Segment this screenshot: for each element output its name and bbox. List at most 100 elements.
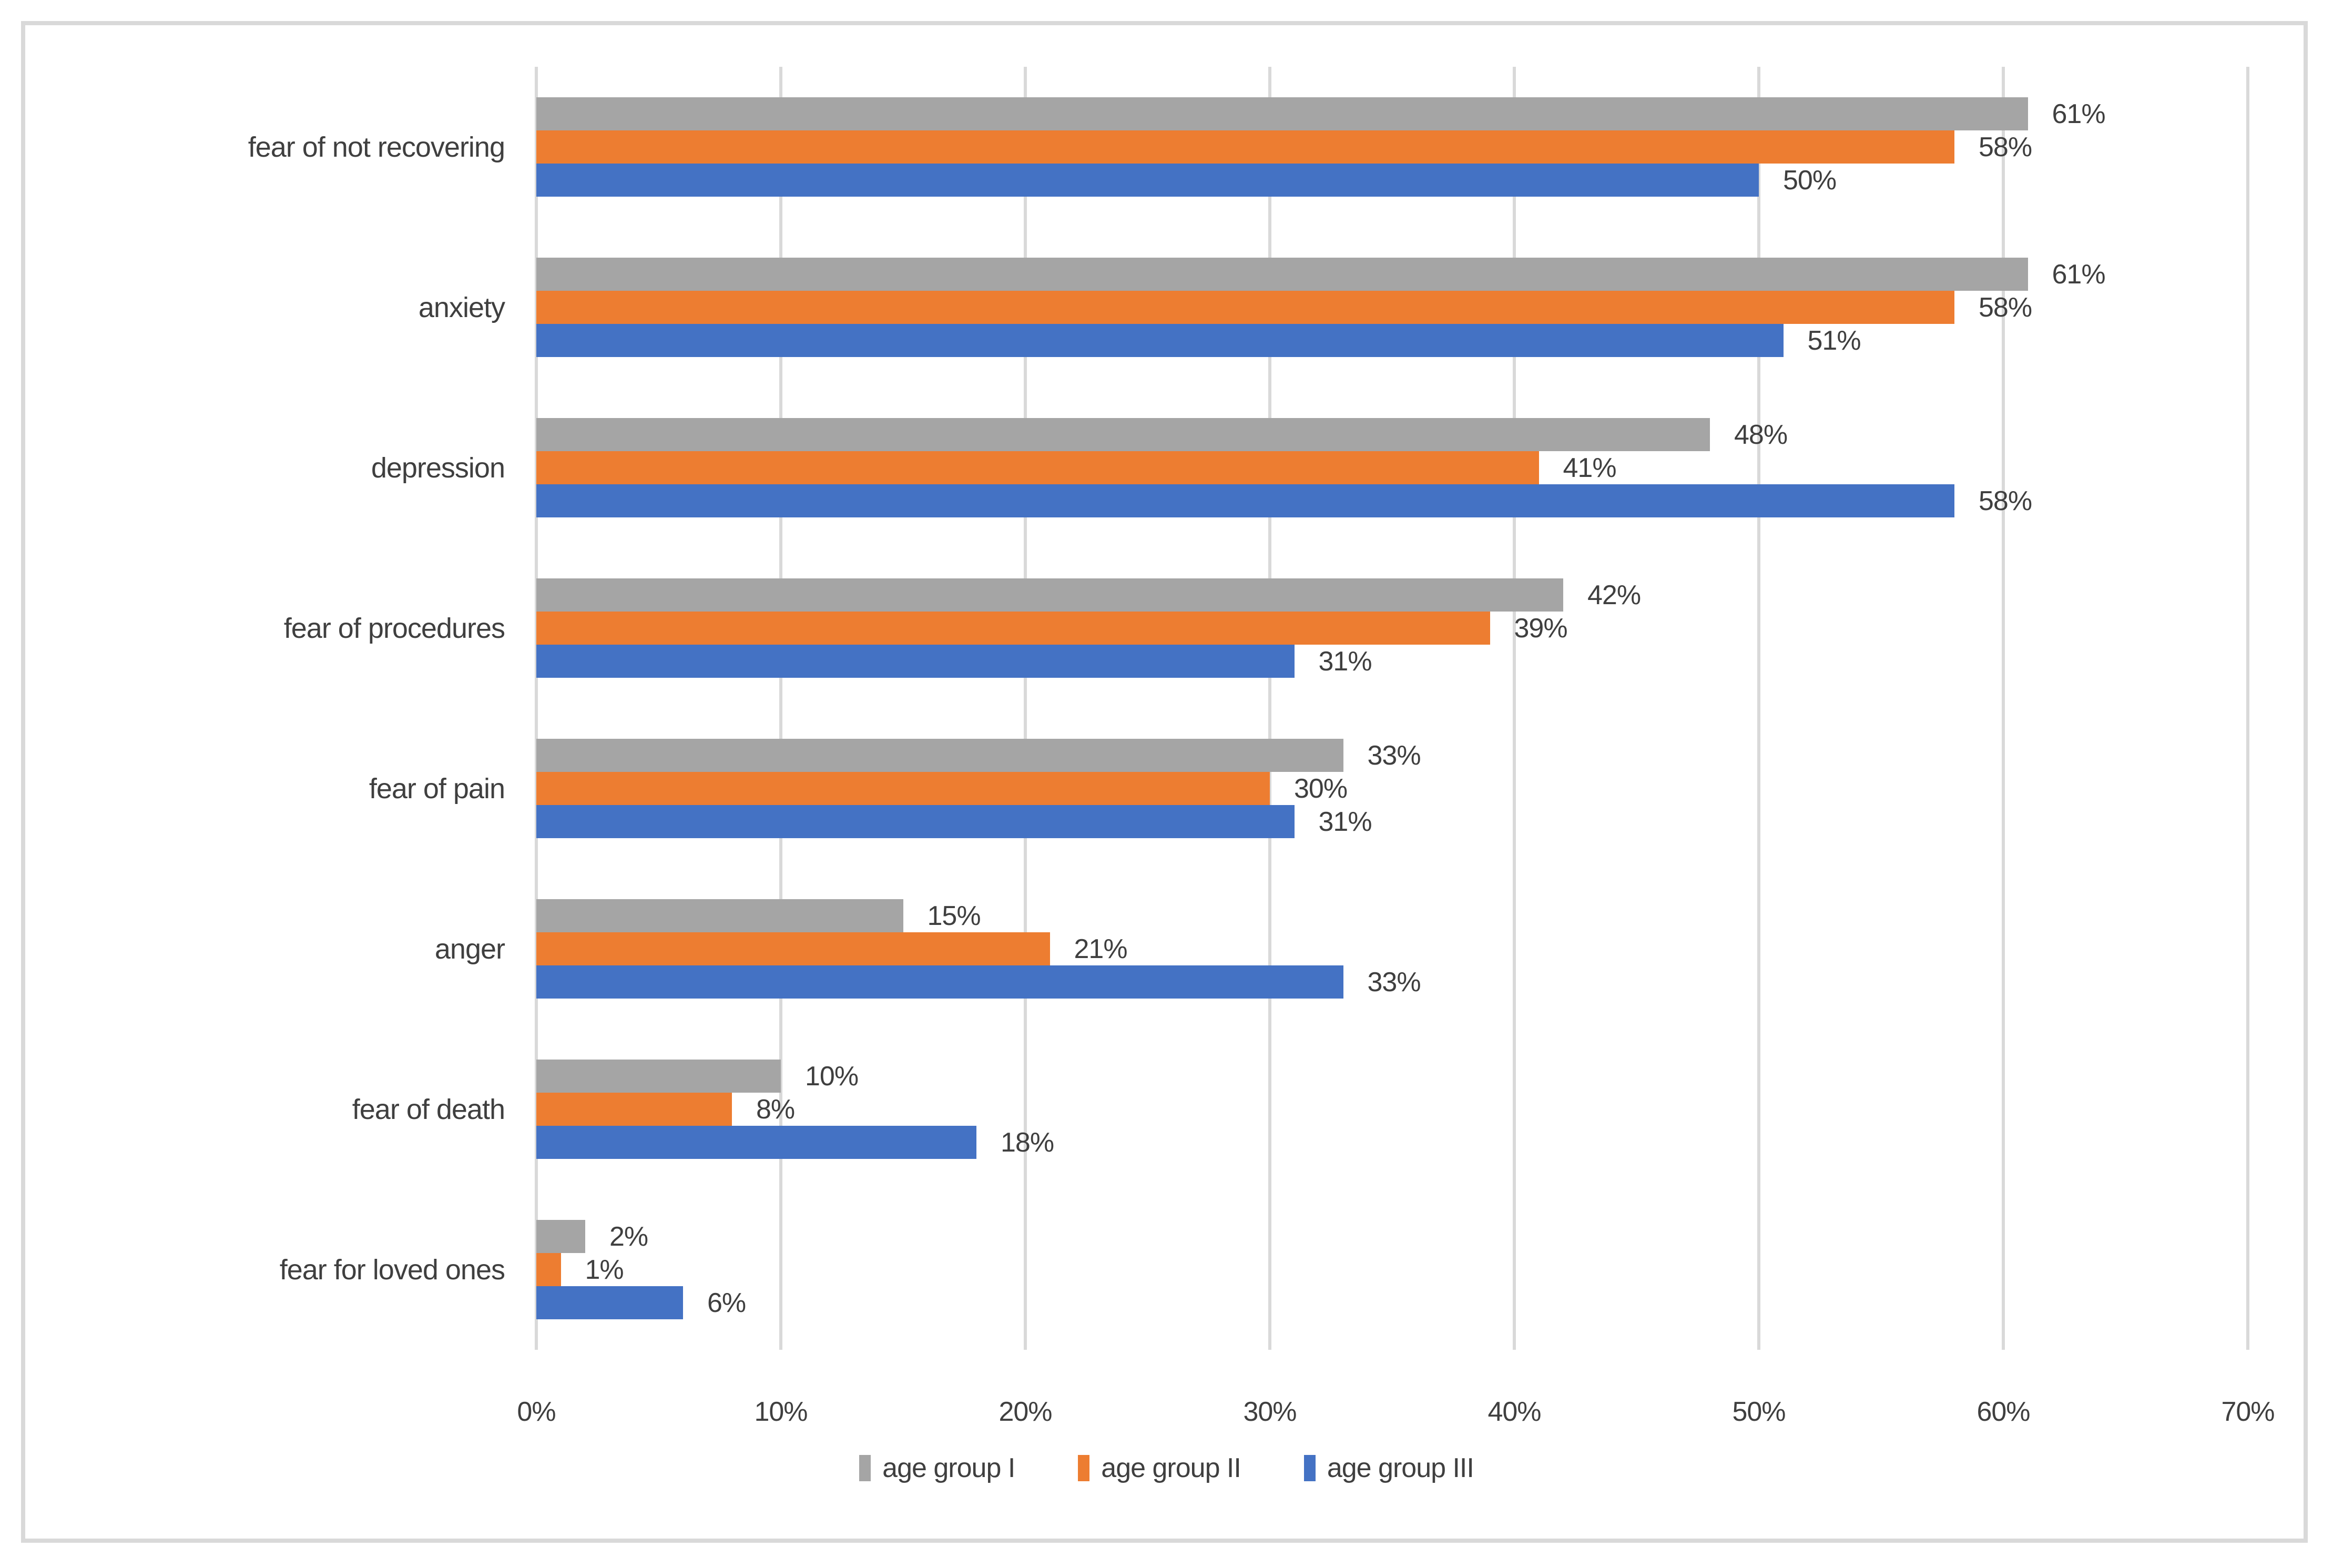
value-label: 42% (1587, 579, 1641, 610)
category-label: anxiety (418, 291, 505, 323)
bar-row: 61% (536, 97, 2248, 130)
bar-series-3 (536, 324, 1784, 357)
value-label: 1% (585, 1254, 624, 1285)
bar-series-1 (536, 97, 2028, 130)
bar-group: 61% 58% 50% (536, 67, 2248, 227)
legend-label: age group I (882, 1453, 1015, 1483)
plot-area: 61% 58% 50% 61% 58% 51% 48% 41% 58% 42% 39% 31% 33% 3… (535, 67, 2249, 1350)
legend-label: age group III (1327, 1453, 1474, 1483)
category-label: depression (371, 452, 505, 484)
x-tick-label: 20% (999, 1397, 1052, 1427)
bar-series-3 (536, 1126, 976, 1159)
bar-row: 33% (536, 965, 2248, 999)
bar-series-3 (536, 164, 1759, 197)
bar-row: 48% (536, 418, 2248, 451)
legend-label: age group II (1101, 1453, 1241, 1483)
bar-series-3 (536, 645, 1295, 678)
bar-group: 42% 39% 31% (536, 548, 2248, 708)
bar-series-3 (536, 484, 1954, 517)
x-tick-label: 50% (1732, 1397, 1786, 1427)
gridline (1024, 67, 1027, 1350)
bar-row: 58% (536, 484, 2248, 517)
bar-series-2 (536, 451, 1539, 484)
value-label: 18% (1001, 1127, 1054, 1158)
bar-row: 39% (536, 612, 2248, 645)
category-label: anger (434, 933, 505, 965)
value-label: 51% (1807, 325, 1861, 356)
value-label: 33% (1367, 740, 1421, 771)
x-tick-label: 60% (1977, 1397, 2030, 1427)
gridline (779, 67, 782, 1350)
gridline (2246, 67, 2249, 1350)
bar-row: 31% (536, 805, 2248, 838)
value-label: 15% (927, 900, 981, 931)
x-tick-label: 0% (517, 1397, 556, 1427)
bar-row: 58% (536, 130, 2248, 164)
bar-row: 51% (536, 324, 2248, 357)
bar-series-3 (536, 1286, 683, 1319)
bar-series-3 (536, 965, 1343, 999)
bar-series-1 (536, 578, 1563, 612)
bar-row: 10% (536, 1060, 2248, 1093)
bar-series-2 (536, 1093, 732, 1126)
value-label: 39% (1514, 613, 1568, 644)
value-label: 61% (2052, 98, 2106, 129)
value-label: 21% (1074, 933, 1128, 964)
bar-group: 15% 21% 33% (536, 869, 2248, 1029)
bar-series-2 (536, 1253, 561, 1286)
bar-row: 33% (536, 739, 2248, 772)
category-label: fear of procedures (283, 612, 505, 644)
bar-row: 58% (536, 291, 2248, 324)
bar-series-1 (536, 418, 1710, 451)
bar-row: 8% (536, 1093, 2248, 1126)
category-label: fear of not recovering (248, 131, 505, 163)
bar-row: 61% (536, 258, 2248, 291)
bar-row: 30% (536, 772, 2248, 805)
value-label: 58% (1979, 485, 2032, 516)
bar-group: 10% 8% 18% (536, 1029, 2248, 1189)
legend-swatch-series-2 (1078, 1455, 1090, 1481)
bar-series-1 (536, 258, 2028, 291)
x-tick-label: 10% (754, 1397, 808, 1427)
gridline (1268, 67, 1271, 1350)
category-label: fear of death (352, 1093, 505, 1125)
value-label: 10% (805, 1061, 859, 1092)
category-label: fear of pain (369, 772, 505, 805)
x-tick-label: 70% (2221, 1397, 2275, 1427)
value-label: 58% (1979, 292, 2032, 323)
bar-series-1 (536, 739, 1343, 772)
bar-row: 6% (536, 1286, 2248, 1319)
bar-series-2 (536, 130, 1954, 164)
bar-row: 2% (536, 1220, 2248, 1253)
value-label: 61% (2052, 259, 2106, 290)
bar-row: 21% (536, 932, 2248, 965)
value-label: 30% (1294, 773, 1348, 804)
bar-series-1 (536, 1220, 585, 1253)
value-label: 33% (1367, 966, 1421, 997)
gridline (1513, 67, 1516, 1350)
legend-item: age group II (1078, 1452, 1241, 1484)
bar-group: 61% 58% 51% (536, 227, 2248, 388)
bar-group: 33% 30% 31% (536, 708, 2248, 869)
x-tick-label: 40% (1488, 1397, 1541, 1427)
bar-row: 50% (536, 164, 2248, 197)
bar-row: 41% (536, 451, 2248, 484)
value-label: 41% (1563, 452, 1617, 483)
bar-series-1 (536, 899, 903, 932)
gridline (2002, 67, 2005, 1350)
gridline (535, 67, 538, 1350)
bar-series-2 (536, 772, 1270, 805)
bar-row: 1% (536, 1253, 2248, 1286)
value-label: 8% (756, 1094, 795, 1125)
bar-row: 15% (536, 899, 2248, 932)
bar-series-1 (536, 1060, 781, 1093)
legend-item: age group I (859, 1452, 1015, 1484)
bar-series-2 (536, 291, 1954, 324)
legend-item: age group III (1303, 1452, 1474, 1484)
legend-swatch-series-1 (859, 1455, 871, 1481)
bar-series-2 (536, 932, 1050, 965)
bar-group: 2% 1% 6% (536, 1189, 2248, 1350)
gridline (1757, 67, 1760, 1350)
value-label: 50% (1783, 165, 1837, 196)
